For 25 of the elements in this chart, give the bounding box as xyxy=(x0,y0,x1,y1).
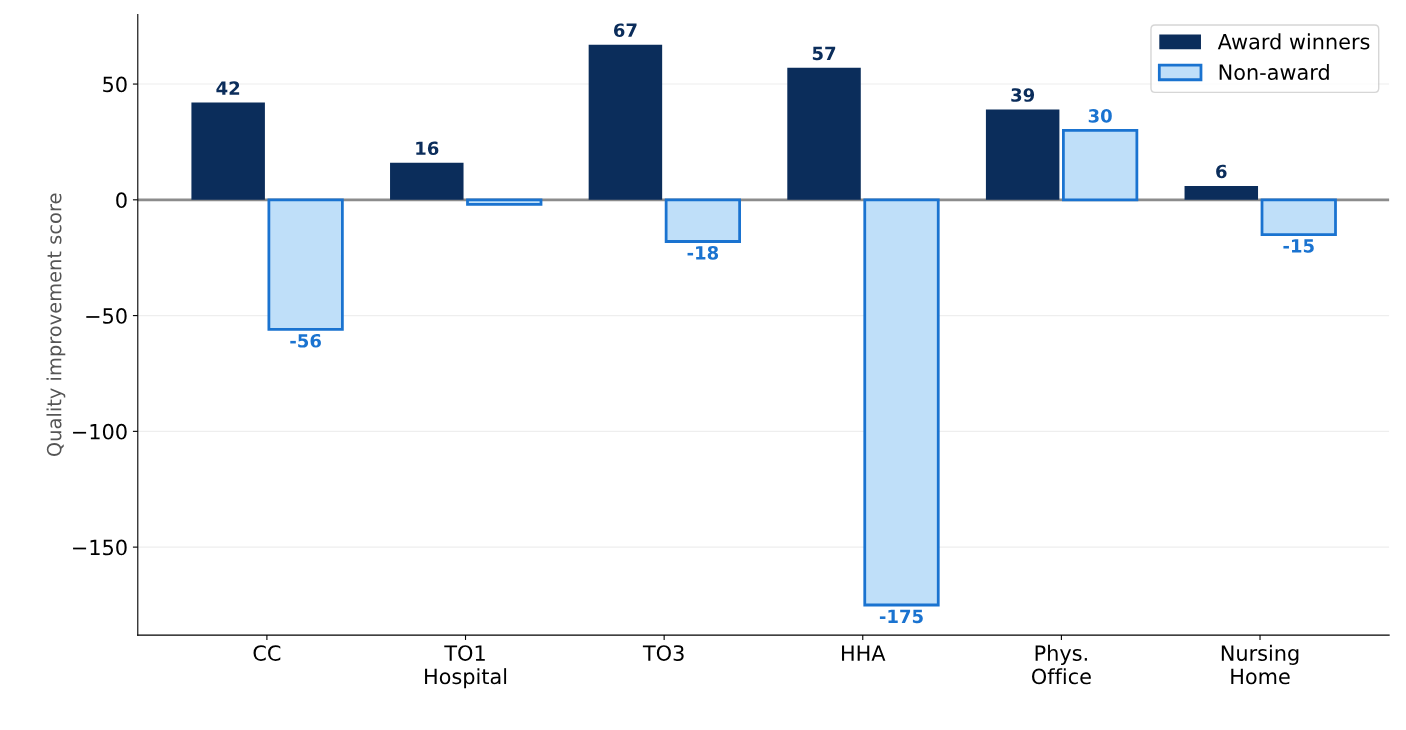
legend-label: Non-award xyxy=(1219,63,1329,81)
y-tick-label: −150 xyxy=(73,539,127,556)
data-label: -15 xyxy=(1283,239,1314,253)
legend-label: Award winners xyxy=(1217,33,1370,50)
x-tick-label: Phys. Office xyxy=(1032,644,1091,685)
data-label: 6 xyxy=(1216,164,1227,179)
data-label: 67 xyxy=(613,23,637,38)
y-tick-label: 50 xyxy=(103,76,127,93)
x-tick-label: TO1 Hospital xyxy=(425,645,507,689)
x-tick-label: HHA xyxy=(842,645,886,661)
data-label: 57 xyxy=(812,46,836,61)
y-axis-title: Quality improvement score xyxy=(46,193,66,457)
data-label: 42 xyxy=(216,81,240,95)
data-label: 16 xyxy=(416,141,439,156)
data-label: -18 xyxy=(687,245,719,260)
y-tick-label: −100 xyxy=(73,423,127,440)
data-label: 30 xyxy=(1088,109,1112,123)
data-label: 39 xyxy=(1011,88,1035,102)
y-tick-label: −50 xyxy=(86,308,127,324)
x-tick-label: CC xyxy=(253,645,281,661)
data-label: -56 xyxy=(290,333,321,348)
y-tick-label: 0 xyxy=(116,192,127,209)
data-label: -175 xyxy=(879,609,923,624)
x-tick-label: Nursing Home xyxy=(1221,644,1299,685)
x-tick-label: TO3 xyxy=(642,645,684,661)
